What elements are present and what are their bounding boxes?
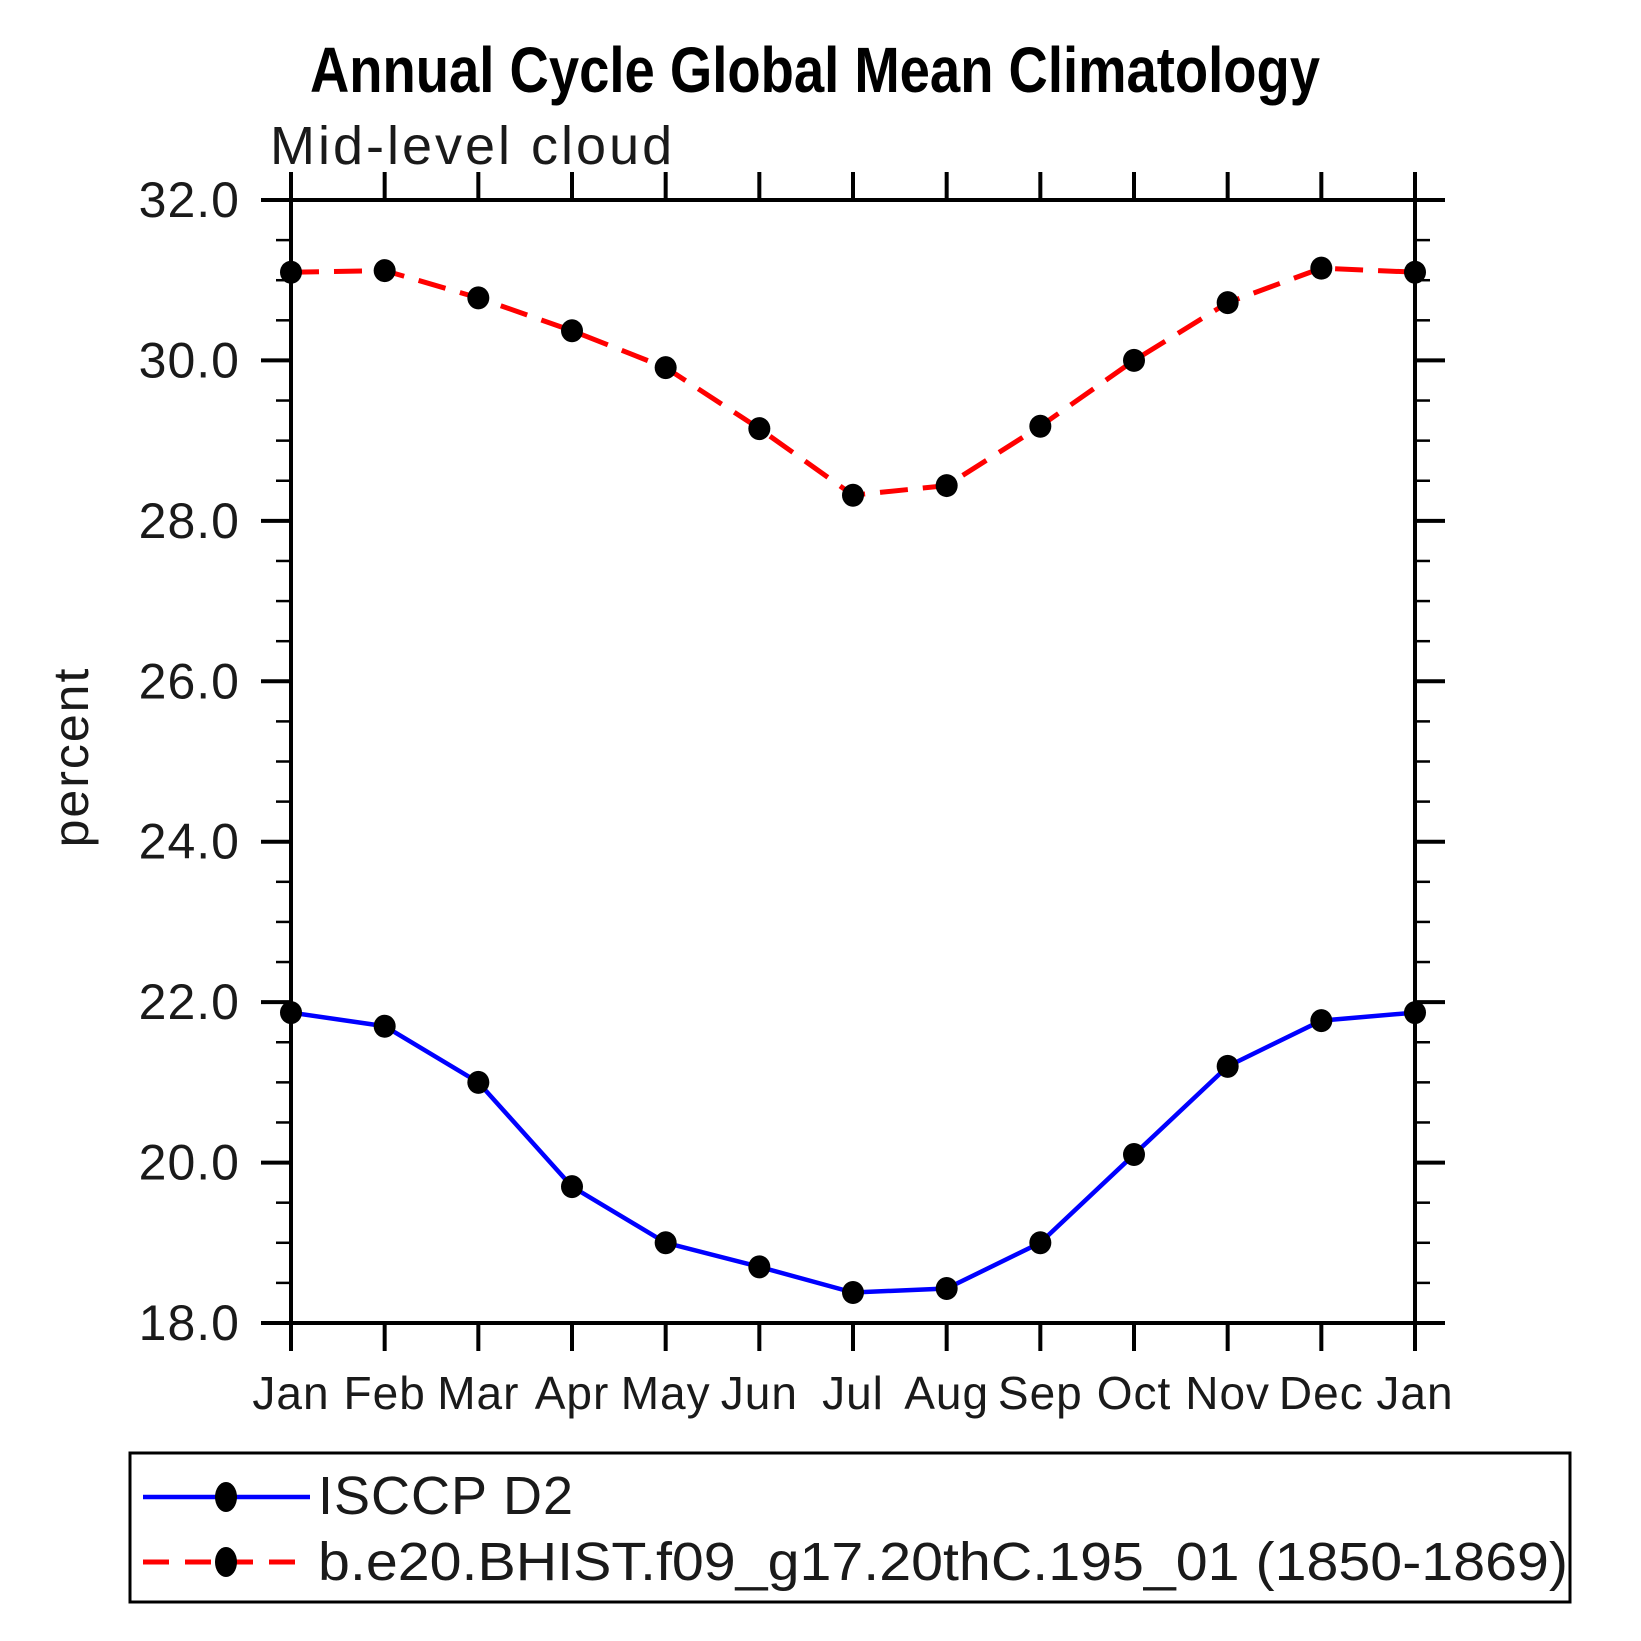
data-point-marker <box>1123 348 1145 372</box>
y-tick-label: 18.0 <box>139 1295 240 1351</box>
data-point-marker <box>1404 260 1426 284</box>
x-tick-label: Jun <box>721 1367 798 1419</box>
data-point-marker <box>280 1001 302 1025</box>
y-tick-label: 30.0 <box>139 332 240 388</box>
legend-box <box>128 1451 1572 1604</box>
data-point-marker <box>748 1255 771 1279</box>
data-point-marker <box>467 286 490 310</box>
data-point-marker <box>1029 1231 1052 1255</box>
data-point-marker <box>373 1014 396 1038</box>
x-tick-label: Aug <box>904 1367 989 1419</box>
data-point-marker <box>1123 1143 1145 1167</box>
data-point-marker <box>842 1281 864 1305</box>
data-point-marker <box>1216 291 1239 315</box>
data-point-marker <box>467 1070 490 1094</box>
y-tick-label: 26.0 <box>139 653 240 709</box>
x-tick-label: May <box>621 1367 711 1419</box>
data-point-marker <box>842 483 864 507</box>
data-point-marker <box>1029 414 1052 438</box>
x-tick-label: Oct <box>1097 1367 1172 1419</box>
legend-label: b.e20.BHIST.f09_g17.20thC.195_01 (1850-1… <box>318 1532 1568 1592</box>
data-point-marker <box>1310 1009 1333 1033</box>
data-point-marker <box>280 260 302 284</box>
y-tick-label: 32.0 <box>139 172 240 228</box>
y-axis-title: percent <box>43 667 99 848</box>
y-tick-label: 24.0 <box>139 814 240 870</box>
data-point-marker <box>748 417 771 441</box>
data-point-marker <box>935 1277 958 1301</box>
x-tick-label: Jul <box>822 1367 884 1419</box>
x-tick-label: Dec <box>1279 1367 1364 1419</box>
x-tick-label: Sep <box>998 1367 1083 1419</box>
series-line-0 <box>290 1010 1416 1295</box>
chart-title: Annual Cycle Global Mean Climatology <box>310 34 1320 106</box>
data-point-marker <box>935 474 958 498</box>
chart-subtitle: Mid-level cloud <box>270 116 675 176</box>
plot-frame <box>289 198 1417 1325</box>
x-tick-label: Jan <box>1376 1367 1453 1419</box>
x-tick-label: Mar <box>437 1367 519 1419</box>
data-point-marker <box>1404 1001 1426 1025</box>
y-tick-label: 20.0 <box>139 1135 240 1191</box>
x-tick-label: Apr <box>535 1367 610 1419</box>
data-point-marker <box>561 319 583 343</box>
y-tick-label: 22.0 <box>139 974 240 1030</box>
data-point-marker <box>1310 256 1333 280</box>
data-point-marker <box>654 1231 677 1255</box>
data-point-marker <box>654 356 677 380</box>
data-point-marker <box>1216 1054 1239 1078</box>
data-point-marker <box>373 259 396 283</box>
x-tick-label: Nov <box>1185 1367 1270 1419</box>
data-point-marker <box>561 1175 583 1199</box>
series-line-1 <box>290 265 1416 498</box>
legend-label: ISCCP D2 <box>318 1466 574 1526</box>
x-tick-label: Feb <box>344 1367 426 1419</box>
y-tick-label: 28.0 <box>139 493 240 549</box>
legend-marker <box>215 1482 237 1512</box>
legend-marker <box>215 1547 237 1577</box>
x-tick-label: Jan <box>252 1367 329 1419</box>
